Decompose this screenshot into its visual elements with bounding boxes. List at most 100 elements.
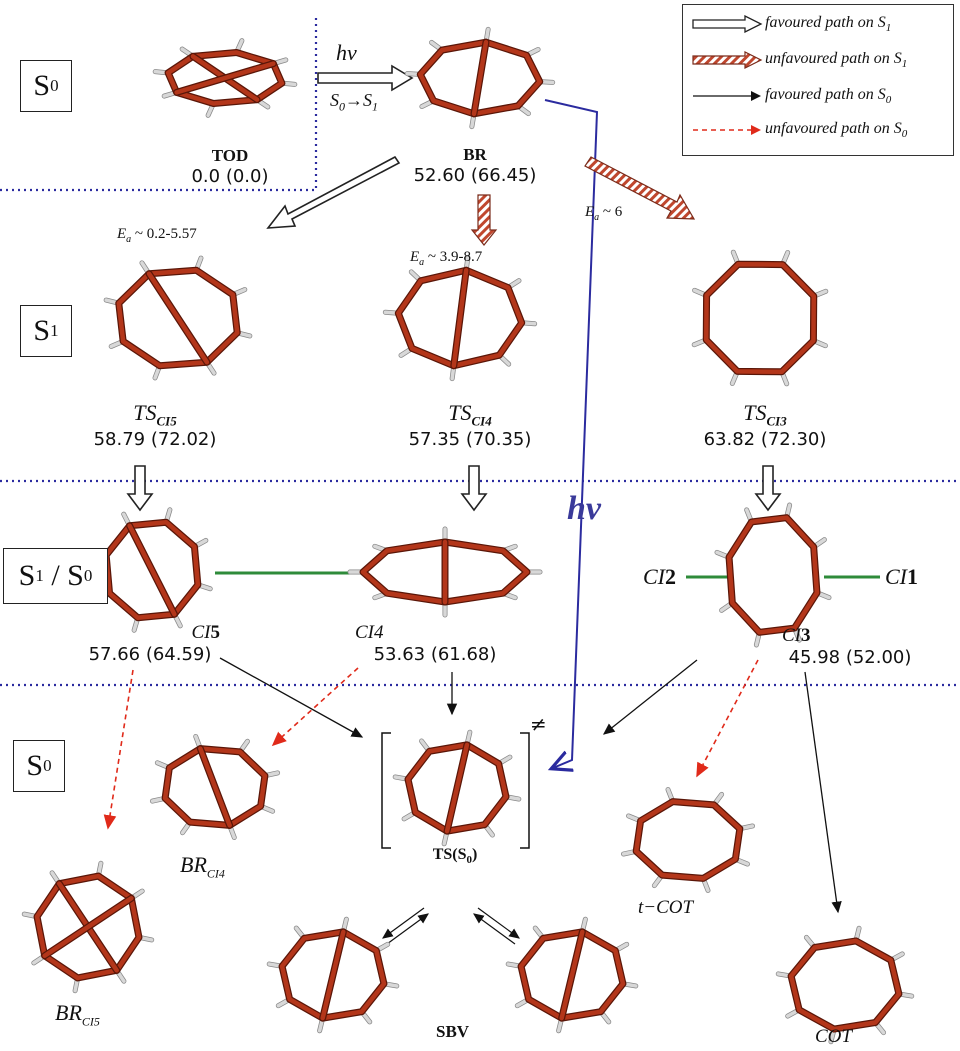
ci3-name: CI — [782, 625, 801, 646]
ts-ci3-sub: CI3 — [767, 413, 787, 428]
unfavoured-s0-arrow-br-ci5 — [108, 670, 133, 828]
favoured-s0-arrow-ci3-ts — [604, 660, 697, 734]
legend: favoured path on S1 unfavoured path on S… — [682, 4, 954, 156]
ci5-energy: 57.66 (64.59) — [60, 644, 240, 665]
legend-label-3: favoured path on S — [765, 86, 886, 103]
ci3-label: CI3 45.98 (52.00) — [760, 625, 940, 668]
ea-ts-ci3: Ea ~ 6 — [585, 204, 622, 223]
state-s0b-main: S — [26, 749, 43, 783]
transition-s: S — [330, 90, 339, 110]
br-molecule — [407, 29, 552, 126]
cot-molecule — [778, 928, 911, 1041]
ci2-name: CI — [643, 564, 665, 589]
ts-ci3-energy: 63.82 (72.30) — [680, 429, 850, 450]
legend-label-4: unfavoured path on S — [765, 120, 902, 137]
br-energy: 52.60 (66.45) — [390, 165, 560, 186]
t-cot-molecule — [623, 790, 752, 891]
ci5-name: CI — [192, 622, 211, 643]
ci4-molecule — [350, 529, 540, 615]
ts-ci3-name: TS — [743, 400, 766, 425]
state-s1s0-main: S — [19, 559, 36, 593]
excitation-hv: hv — [336, 40, 357, 66]
tod-molecule — [155, 41, 295, 116]
state-s1s0-sub2: 0 — [84, 566, 93, 586]
favoured-s1-arrow-ts-ci5 — [268, 157, 399, 228]
legend-row-2 — [691, 45, 763, 75]
ci2-num: 2 — [665, 564, 676, 589]
ts-ci5-name: TS — [133, 400, 156, 425]
transition-s2: S — [363, 90, 372, 110]
ts-s0-molecule — [395, 732, 519, 844]
tod-name: TOD — [190, 146, 270, 166]
ea-ci3-e: E — [585, 204, 594, 220]
legend-row-4 — [691, 115, 763, 145]
t-cot-label: t−COT — [638, 897, 693, 919]
favoured-s0-arrow-ci5-ts — [220, 658, 362, 737]
state-s1s0-main2: S — [67, 559, 84, 593]
legend-red-dashed-arrow-icon — [691, 121, 763, 139]
sbv-label: SBV — [436, 1022, 469, 1042]
ci1-name: CI — [885, 564, 907, 589]
ea-ci4-e: E — [410, 249, 419, 265]
ts-s0-name: TS(S — [433, 846, 467, 863]
state-s0-main: S — [33, 69, 50, 103]
state-s1s0-sub: 1 — [35, 566, 44, 586]
excitation-arrow — [318, 66, 412, 90]
legend-sub-1: 1 — [886, 22, 892, 34]
unfavoured-s1-arrow-ts-ci4 — [472, 195, 496, 245]
favoured-s1-arrow-ci3 — [756, 466, 780, 510]
ci1-label: CI1 — [885, 564, 918, 590]
br-ci5-name: BR — [55, 1000, 82, 1025]
ea-ts-ci5: Ea ~ 0.2-5.57 — [117, 226, 197, 245]
ci2-label: CI2 — [643, 564, 676, 590]
ci5-label: CI5 57.66 (64.59) — [60, 622, 240, 665]
unfavoured-s0-arrow-t-cot — [697, 660, 758, 776]
ts-ci4-name: TS — [448, 400, 471, 425]
ea-ci3-value: ~ 6 — [599, 204, 622, 220]
legend-label-2: unfavoured path on S — [765, 50, 902, 67]
legend-text-4: unfavoured path on S0 — [765, 120, 907, 140]
legend-striped-arrow-icon — [691, 51, 763, 69]
ci5-molecule — [94, 510, 210, 630]
ci5-num: 5 — [211, 622, 221, 643]
equilibrium-arrows — [383, 908, 519, 944]
ci3-energy: 45.98 (52.00) — [760, 647, 940, 668]
ts-s0-ddagger: ≠ — [530, 712, 547, 736]
br-ci5-molecule — [24, 863, 151, 990]
ci4-name: CI4 — [345, 622, 525, 644]
br-ci4-name: BR — [180, 852, 207, 877]
legend-black-arrow-icon — [691, 87, 763, 105]
ea-ci5-value: ~ 0.2-5.57 — [131, 226, 197, 242]
ts-ci4-energy: 57.35 (70.35) — [385, 429, 555, 450]
legend-label-1: favoured path on S — [765, 14, 886, 31]
ci3-molecule — [717, 505, 829, 645]
ci4-energy: 53.63 (61.68) — [345, 644, 525, 665]
legend-sub-4: 0 — [902, 128, 908, 140]
transition-to: 1 — [372, 100, 378, 114]
br-ci4-label: BRCI4 — [180, 852, 225, 881]
favoured-s1-arrow-ci4 — [462, 466, 486, 510]
state-label-s0-top: S0 — [20, 60, 72, 112]
ea-ci5-e: E — [117, 226, 126, 242]
ts-ci3-label: TSCI3 63.82 (72.30) — [680, 400, 850, 450]
legend-text-1: favoured path on S1 — [765, 14, 891, 34]
ci1-num: 1 — [907, 564, 918, 589]
ts-ci5-molecule — [106, 258, 250, 378]
ea-ts-ci4: Ea ~ 3.9-8.7 — [410, 249, 482, 268]
sbv-left-molecule — [269, 919, 397, 1031]
state-label-s1: S1 — [20, 305, 72, 357]
state-s0-sub: 0 — [50, 76, 59, 96]
ci-links — [215, 573, 880, 577]
state-s1s0-sep: / — [44, 559, 67, 593]
ts-ci5-sub: CI5 — [157, 413, 177, 428]
tod-label: TOD 0.0 (0.0) — [190, 146, 270, 187]
tod-energy: 0.0 (0.0) — [190, 166, 270, 187]
favoured-s1-arrow-ci5 — [128, 466, 152, 510]
legend-row-3 — [691, 81, 763, 111]
state-s0b-sub: 0 — [43, 756, 52, 776]
legend-row-1 — [691, 9, 763, 39]
ci4-label: CI4 53.63 (61.68) — [345, 622, 525, 665]
br-ci5-sub: CI5 — [82, 1014, 100, 1028]
cot-label: COT — [815, 1026, 852, 1048]
